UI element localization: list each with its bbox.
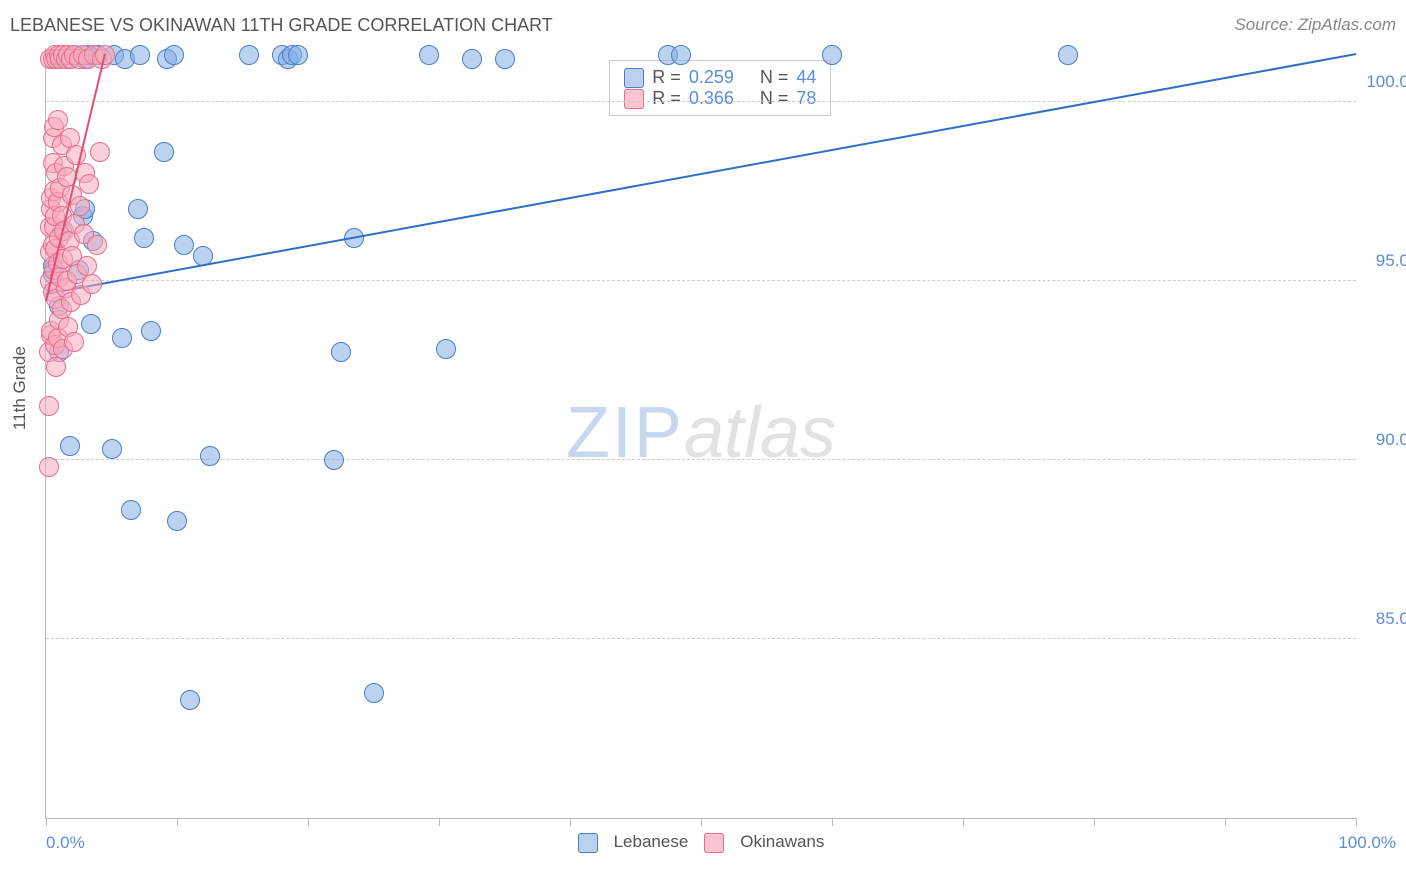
data-point bbox=[64, 332, 84, 352]
data-point bbox=[48, 110, 68, 130]
data-point bbox=[121, 500, 141, 520]
data-point bbox=[364, 683, 384, 703]
data-point bbox=[39, 457, 59, 477]
n-value: 44 bbox=[796, 67, 816, 88]
y-tick-label: 90.0% bbox=[1364, 430, 1406, 450]
data-point bbox=[180, 690, 200, 710]
data-point bbox=[81, 314, 101, 334]
data-point bbox=[288, 45, 308, 65]
gridline-h bbox=[46, 638, 1356, 639]
data-point bbox=[167, 511, 187, 531]
data-point bbox=[77, 256, 97, 276]
data-point bbox=[200, 446, 220, 466]
gridline-h bbox=[46, 101, 1356, 102]
data-point bbox=[90, 142, 110, 162]
y-tick-label: 100.0% bbox=[1364, 72, 1406, 92]
data-point bbox=[141, 321, 161, 341]
data-point bbox=[462, 49, 482, 69]
stats-legend-row: R = 0.259 N = 44 bbox=[624, 67, 816, 88]
data-point bbox=[39, 396, 59, 416]
stats-legend-row: R = 0.366 N = 78 bbox=[624, 88, 816, 109]
legend-swatch bbox=[624, 68, 644, 88]
x-tick bbox=[439, 818, 440, 826]
watermark: ZIPatlas bbox=[566, 392, 836, 474]
r-label: R = bbox=[652, 67, 681, 88]
data-point bbox=[436, 339, 456, 359]
watermark-zip: ZIP bbox=[566, 393, 684, 473]
n-value: 78 bbox=[796, 88, 816, 109]
chart-title: LEBANESE VS OKINAWAN 11TH GRADE CORRELAT… bbox=[10, 15, 553, 36]
x-tick bbox=[177, 818, 178, 826]
x-tick bbox=[570, 818, 571, 826]
stats-legend: R = 0.259 N = 44 R = 0.366 N = 78 bbox=[609, 60, 831, 116]
data-point bbox=[164, 45, 184, 65]
data-point bbox=[46, 357, 66, 377]
plot-area: ZIPatlas R =0.259N =44R =0.366N =78 Leba… bbox=[45, 48, 1356, 819]
data-point bbox=[82, 274, 102, 294]
data-point bbox=[128, 199, 148, 219]
r-value: 0.259 bbox=[689, 67, 734, 88]
data-point bbox=[112, 328, 132, 348]
x-tick bbox=[1225, 818, 1226, 826]
r-label: R = bbox=[652, 88, 681, 109]
data-point bbox=[70, 196, 90, 216]
data-point bbox=[60, 436, 80, 456]
n-label: N = bbox=[760, 67, 789, 88]
data-point bbox=[495, 49, 515, 69]
data-point bbox=[324, 450, 344, 470]
data-point bbox=[1058, 45, 1078, 65]
x-min-label: 0.0% bbox=[46, 833, 85, 853]
data-point bbox=[102, 439, 122, 459]
y-axis-label: 11th Grade bbox=[10, 346, 30, 430]
x-axis-labels: 0.0% 100.0% bbox=[46, 833, 1396, 853]
x-tick bbox=[1094, 818, 1095, 826]
y-tick-label: 95.0% bbox=[1364, 251, 1406, 271]
data-point bbox=[154, 142, 174, 162]
data-point bbox=[419, 45, 439, 65]
data-point bbox=[239, 45, 259, 65]
data-point bbox=[130, 45, 150, 65]
data-point bbox=[331, 342, 351, 362]
gridline-h bbox=[46, 280, 1356, 281]
x-tick bbox=[1356, 818, 1357, 826]
x-tick bbox=[701, 818, 702, 826]
x-tick bbox=[46, 818, 47, 826]
gridline-h bbox=[46, 459, 1356, 460]
x-max-label: 100.0% bbox=[1338, 833, 1396, 853]
r-value: 0.366 bbox=[689, 88, 734, 109]
data-point bbox=[174, 235, 194, 255]
data-point bbox=[87, 235, 107, 255]
data-point bbox=[134, 228, 154, 248]
y-tick-label: 85.0% bbox=[1364, 609, 1406, 629]
legend-swatch bbox=[624, 89, 644, 109]
n-label: N = bbox=[760, 88, 789, 109]
data-point bbox=[671, 45, 691, 65]
data-point bbox=[822, 45, 842, 65]
x-tick bbox=[963, 818, 964, 826]
source-label: Source: ZipAtlas.com bbox=[1234, 15, 1396, 36]
watermark-atlas: atlas bbox=[684, 393, 836, 473]
x-tick bbox=[832, 818, 833, 826]
data-point bbox=[79, 174, 99, 194]
x-tick bbox=[308, 818, 309, 826]
